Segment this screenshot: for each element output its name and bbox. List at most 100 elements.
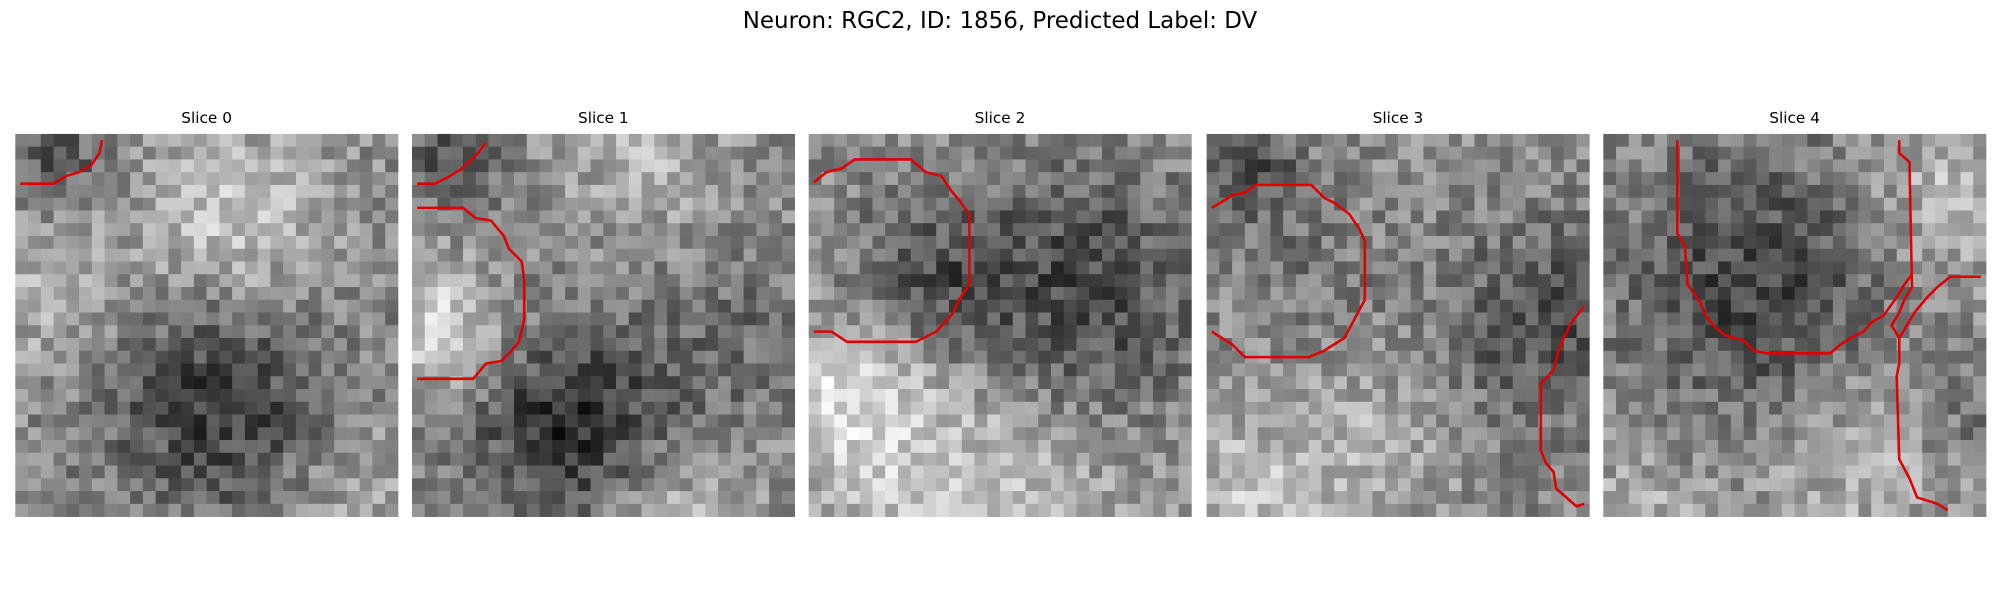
- pixel: [1334, 503, 1348, 517]
- pixel: [130, 478, 144, 492]
- pixel: [1165, 376, 1179, 390]
- pixel: [1603, 197, 1617, 211]
- pixel: [1641, 248, 1655, 262]
- pixel: [1769, 478, 1783, 492]
- pixel: [1372, 440, 1386, 454]
- pixel: [1616, 261, 1630, 275]
- pixel: [885, 325, 899, 339]
- pixel: [1102, 299, 1116, 313]
- pixel: [232, 184, 246, 199]
- pixel: [28, 338, 42, 352]
- pixel: [1397, 146, 1412, 160]
- pixel: [1308, 503, 1322, 517]
- pixel: [1769, 261, 1783, 275]
- pixel: [1616, 248, 1630, 262]
- pixel: [1219, 235, 1233, 250]
- pixel: [1922, 503, 1936, 517]
- pixel: [1232, 465, 1246, 479]
- pixel: [411, 172, 426, 186]
- pixel: [821, 274, 835, 288]
- pixel: [1692, 146, 1706, 160]
- pixel: [1165, 261, 1179, 275]
- pixel: [961, 465, 975, 479]
- pixel: [1359, 184, 1373, 199]
- pixel: [679, 223, 693, 237]
- pixel: [1474, 146, 1488, 160]
- pixel: [1576, 376, 1590, 390]
- pixel: [501, 274, 515, 288]
- pixel: [232, 363, 246, 377]
- pixel: [1410, 197, 1424, 211]
- pixel: [987, 325, 1001, 339]
- pixel: [104, 210, 118, 224]
- pixel: [1206, 414, 1220, 428]
- pixel: [117, 376, 131, 390]
- pixel: [577, 184, 591, 199]
- pixel: [385, 312, 399, 326]
- pixel: [104, 491, 118, 505]
- pixel: [1385, 172, 1399, 186]
- pixel: [1896, 248, 1910, 262]
- pixel: [1436, 491, 1450, 505]
- pixel: [1883, 414, 1898, 428]
- pixel: [79, 325, 93, 339]
- pixel: [1423, 440, 1437, 454]
- pixel: [1089, 338, 1103, 352]
- pixel: [1641, 401, 1655, 415]
- pixel: [142, 363, 156, 377]
- pixel: [730, 363, 745, 377]
- pixel: [1076, 146, 1090, 160]
- pixel: [1295, 491, 1310, 505]
- pixel: [295, 261, 310, 275]
- pixel: [1692, 159, 1706, 173]
- pixel: [181, 503, 195, 517]
- pixel: [1718, 235, 1732, 250]
- pixel: [1385, 376, 1399, 390]
- pixel: [411, 184, 426, 199]
- pixel: [628, 299, 642, 313]
- pixel: [79, 223, 93, 237]
- pixel: [743, 440, 757, 454]
- pixel: [1244, 452, 1259, 466]
- pixel: [1654, 503, 1668, 517]
- pixel: [1820, 401, 1834, 415]
- pixel: [155, 133, 169, 148]
- pixel: [885, 146, 899, 160]
- pixel: [1896, 491, 1910, 505]
- pixel: [1845, 440, 1859, 454]
- pixel: [1525, 338, 1539, 352]
- pixel: [1076, 376, 1090, 390]
- pixel: [1947, 312, 1961, 326]
- pixel: [1820, 325, 1834, 339]
- pixel: [1679, 325, 1693, 339]
- pixel: [1896, 159, 1910, 173]
- pixel: [1436, 440, 1450, 454]
- pixel: [1372, 325, 1386, 339]
- pixel: [181, 223, 195, 237]
- pixel: [514, 452, 528, 466]
- pixel: [872, 350, 886, 364]
- pixel: [718, 172, 732, 186]
- pixel: [53, 274, 67, 288]
- pixel: [1512, 261, 1526, 275]
- pixel: [1127, 261, 1141, 275]
- pixel: [552, 376, 566, 390]
- pixel: [1832, 478, 1847, 492]
- pixel: [1756, 286, 1770, 301]
- pixel: [1283, 338, 1297, 352]
- pixel: [1551, 401, 1565, 415]
- pixel: [142, 440, 156, 454]
- pixel: [1257, 159, 1271, 173]
- pixel: [1102, 223, 1116, 237]
- pixel: [79, 312, 93, 326]
- pixel: [1487, 286, 1501, 301]
- pixel: [1883, 389, 1898, 403]
- pixel: [910, 427, 924, 441]
- pixel: [1616, 491, 1630, 505]
- pixel: [1743, 299, 1757, 313]
- pixel: [359, 363, 373, 377]
- pixel: [1436, 248, 1450, 262]
- pixel: [1538, 491, 1552, 505]
- pixel: [885, 376, 899, 390]
- pixel: [257, 248, 271, 262]
